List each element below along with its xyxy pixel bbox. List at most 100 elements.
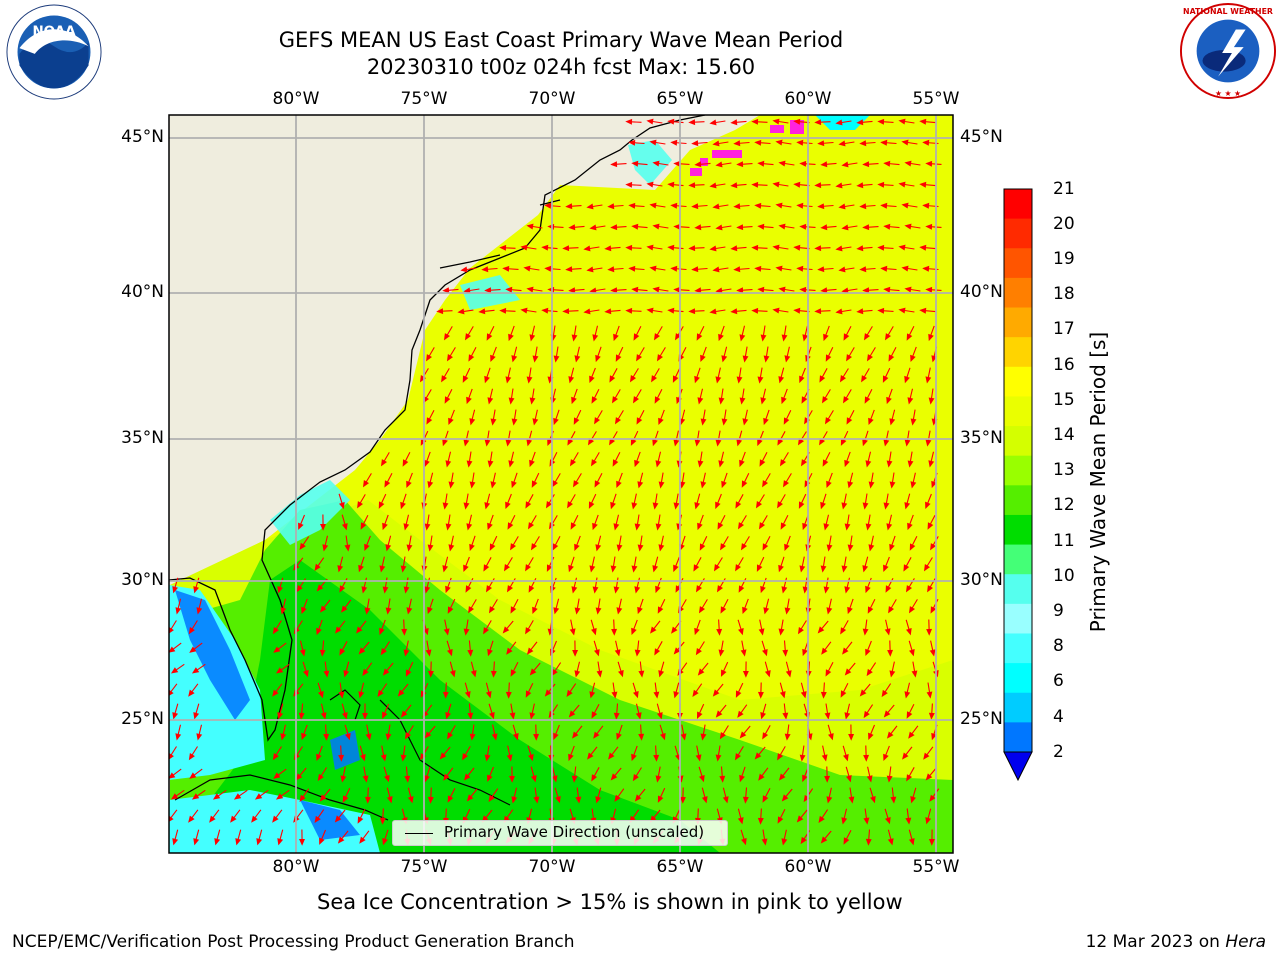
- wave-arrow-head: [562, 308, 570, 315]
- wave-arrow-head: [589, 375, 595, 384]
- wave-arrow-head: [487, 397, 494, 405]
- colorbar-tick-label: 16: [1053, 355, 1075, 375]
- wave-arrow-head: [889, 670, 896, 678]
- wave-arrow-head: [502, 626, 510, 634]
- lat-label-left: 30°N: [121, 570, 164, 590]
- wave-arrow-head: [739, 397, 746, 405]
- wave-arrow-head: [595, 796, 602, 804]
- wave-arrow-head: [919, 181, 927, 188]
- wave-arrow-head: [863, 710, 870, 719]
- wave-arrow-head: [865, 460, 872, 468]
- wave-arrow-head: [718, 397, 725, 405]
- wave-arrow-head: [868, 417, 874, 426]
- wave-arrow-head: [818, 815, 825, 824]
- wave-arrow-head: [379, 817, 386, 825]
- lat-label-right: 35°N: [960, 428, 1003, 448]
- wave-arrow-head: [814, 119, 822, 126]
- wave-arrow-head: [467, 712, 474, 720]
- wave-arrow-head: [552, 480, 559, 488]
- wave-arrow-head: [814, 308, 822, 315]
- wave-arrow-head: [925, 160, 933, 167]
- wave-arrow-head: [511, 418, 518, 426]
- wave-arrow-head: [587, 437, 595, 446]
- wave-arrow-head: [610, 773, 618, 781]
- wave-arrow-head: [778, 773, 786, 781]
- wave-arrow-head: [531, 480, 538, 488]
- lon-label-top: 65°W: [656, 89, 704, 109]
- wave-arrow-head: [841, 565, 848, 573]
- wave-arrow-head: [884, 628, 891, 636]
- wave-arrow-head: [616, 544, 623, 552]
- wave-arrow-head: [505, 286, 513, 293]
- wave-arrow-head: [928, 460, 935, 468]
- wave-arrow-head: [233, 793, 242, 800]
- wave-arrow-head: [316, 627, 322, 636]
- wave-arrow-head: [739, 334, 746, 342]
- wave-arrow-head: [442, 502, 449, 510]
- wave-arrow-head: [503, 563, 511, 572]
- wave-arrow-head: [760, 397, 767, 405]
- wave-arrow-head: [483, 564, 490, 572]
- wave-arrow-head: [671, 626, 678, 634]
- wave-arrow-head: [341, 523, 348, 531]
- lon-label-top: 75°W: [400, 89, 448, 109]
- colorbar-tick-label: 17: [1053, 319, 1075, 339]
- wave-arrow-head: [694, 627, 700, 636]
- wave-arrow-head: [299, 542, 306, 551]
- wave-arrow-head: [757, 160, 765, 167]
- wave-arrow-head: [273, 772, 281, 779]
- wave-arrow-head: [470, 670, 477, 678]
- wave-arrow-head: [275, 667, 284, 674]
- wave-arrow-head: [735, 564, 742, 572]
- wave-arrow-head: [466, 396, 472, 405]
- wave-arrow-head: [189, 646, 197, 653]
- colorbar-cell: [1004, 485, 1032, 516]
- wave-arrow-head: [754, 265, 762, 272]
- wave-arrow-head: [613, 712, 620, 720]
- wave-arrow-head: [697, 668, 705, 676]
- wave-arrow-head: [509, 712, 516, 720]
- wave-arrow-head: [797, 437, 805, 446]
- wave-arrow-head: [777, 816, 784, 824]
- wave-arrow-head: [301, 732, 307, 741]
- wave-arrow-head: [764, 670, 771, 678]
- wave-arrow-head: [277, 712, 284, 720]
- wave-arrow-head: [357, 501, 364, 509]
- wave-arrow-head: [280, 607, 287, 615]
- wave-arrow-head: [653, 333, 661, 341]
- wave-arrow-head: [861, 375, 868, 383]
- wave-arrow-head: [447, 606, 454, 614]
- wave-arrow-head: [720, 606, 727, 614]
- wave-arrow-head: [696, 333, 703, 341]
- svg-text:NOAA: NOAA: [32, 25, 76, 40]
- wave-arrow-head: [339, 585, 346, 593]
- wave-arrow-head: [709, 182, 717, 189]
- wave-arrow-head: [298, 712, 305, 720]
- wave-arrow-head: [844, 523, 851, 531]
- colorbar-cell: [1004, 277, 1032, 309]
- wave-arrow-head: [655, 775, 662, 783]
- wave-arrow-head: [588, 501, 595, 509]
- wave-arrow-head: [883, 753, 889, 762]
- wave-arrow-head: [611, 691, 618, 699]
- wave-arrow-head: [614, 649, 621, 657]
- wave-arrow-head: [341, 605, 348, 613]
- wave-arrow-head: [445, 585, 451, 594]
- wave-arrow-head: [625, 181, 633, 188]
- wave-arrow-head: [763, 607, 770, 615]
- wave-arrow-head: [631, 286, 639, 293]
- wave-arrow-head: [338, 691, 345, 699]
- svg-text:★ ★ ★: ★ ★ ★: [1215, 89, 1241, 98]
- wave-arrow-head: [821, 647, 828, 655]
- wave-arrow-head: [547, 438, 553, 447]
- colorbar-tick-label: 10: [1053, 566, 1075, 586]
- wave-arrow-head: [742, 418, 749, 426]
- colorbar-tick-label: 15: [1053, 390, 1075, 410]
- wave-arrow-head: [604, 245, 612, 252]
- wave-arrow-head: [718, 649, 725, 657]
- wave-arrow-head: [762, 732, 769, 740]
- wave-arrow-head: [529, 712, 536, 720]
- wave-arrow-head: [442, 565, 449, 573]
- wave-arrow-head: [212, 793, 221, 800]
- wave-arrow-head: [385, 607, 392, 615]
